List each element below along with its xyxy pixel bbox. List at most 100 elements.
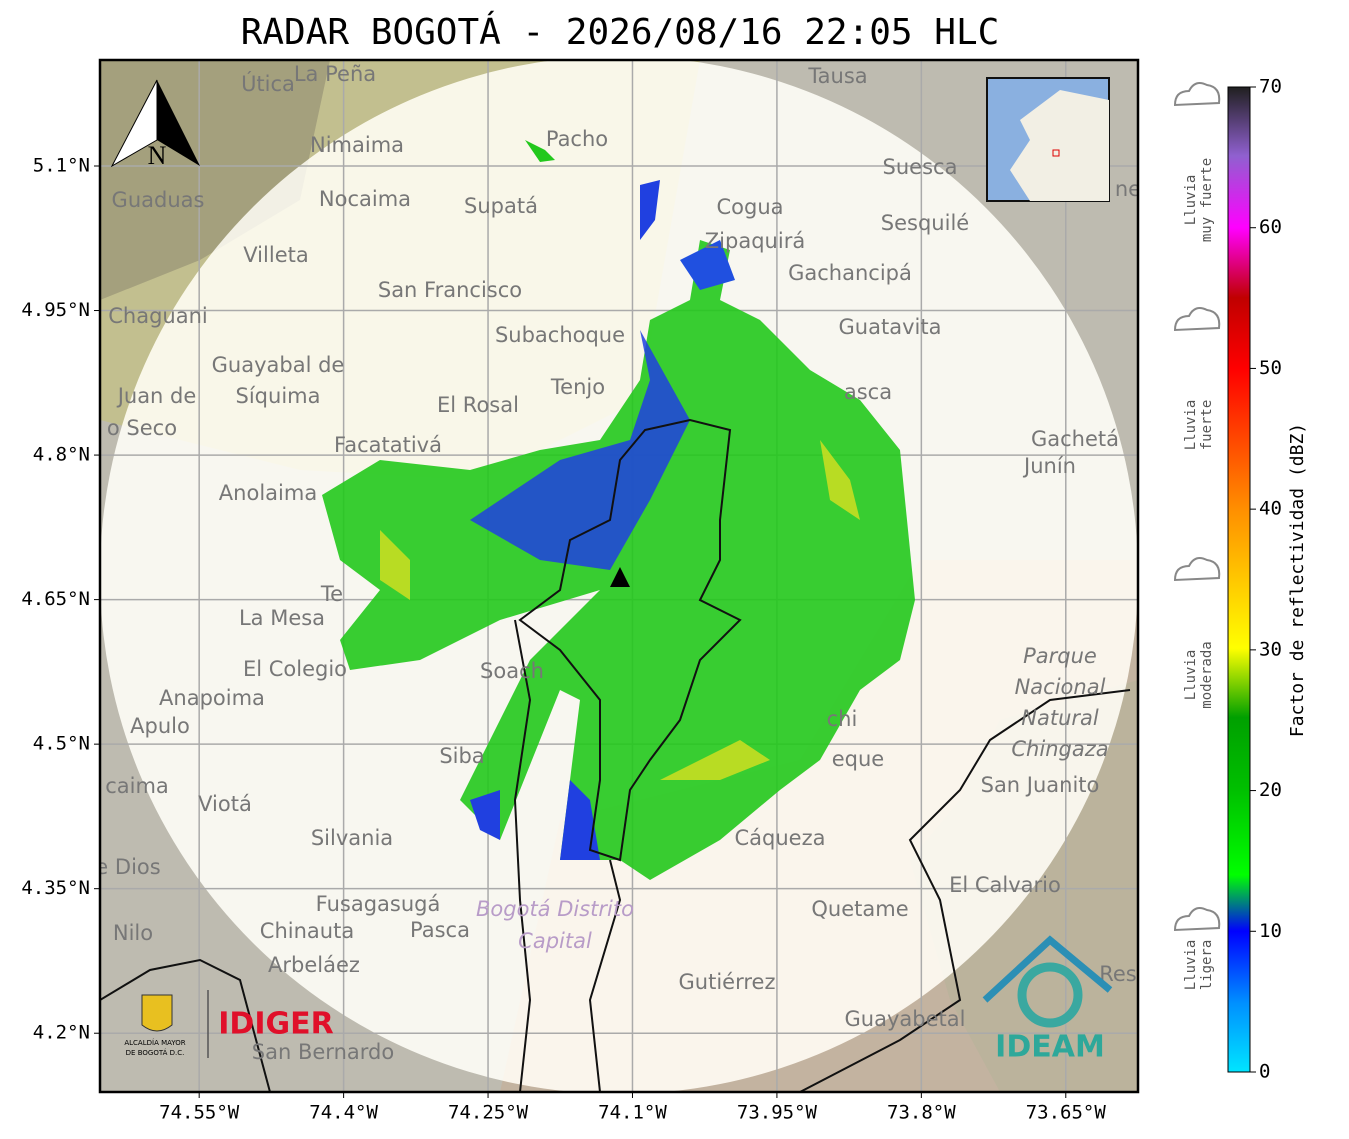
logo-ideam: IDEAM <box>995 1030 1105 1065</box>
rain-category: Lluvia <box>1183 400 1199 451</box>
place-label: Sesquilé <box>881 211 969 235</box>
y-tick-label: 4.2°N <box>33 1022 90 1044</box>
rain-category: Lluvia <box>1183 940 1199 991</box>
place-label: Guayabal de <box>212 353 345 377</box>
y-tick-label: 4.35°N <box>21 877 90 899</box>
park-label: Natural <box>1021 706 1099 730</box>
place-label: Nilo <box>113 921 153 945</box>
colorbar-tick-label: 50 <box>1259 357 1282 379</box>
place-label: Guatavita <box>839 315 942 339</box>
colorbar-tick-label: 10 <box>1259 920 1282 942</box>
place-label: Junín <box>1022 454 1076 478</box>
y-tick-label: 4.95°N <box>21 299 90 321</box>
place-label: Te <box>320 582 343 606</box>
place-label: Facatativá <box>334 433 442 457</box>
place-label: El Rosal <box>437 393 519 417</box>
colorbar-tick-label: 60 <box>1259 216 1282 238</box>
place-label: Guayabetal <box>845 1007 966 1031</box>
rain-icon <box>1173 557 1221 582</box>
place-label: caima <box>105 774 169 798</box>
place-label: San Juanito <box>981 773 1100 797</box>
title: RADAR BOGOTÁ - 2026/08/16 22:05 HLC <box>241 11 1000 53</box>
y-tick-label: 4.5°N <box>33 733 90 755</box>
place-label: Silvania <box>311 826 393 850</box>
colorbar <box>1227 86 1251 1073</box>
place-label: o Seco <box>107 416 177 440</box>
rain-icon <box>1173 82 1221 107</box>
rain-icon <box>1173 307 1221 332</box>
place-label: Supatá <box>464 194 538 218</box>
place-label: Quetame <box>811 897 908 921</box>
map-frame <box>98 58 1140 1094</box>
place-label: El Calvario <box>949 873 1061 897</box>
colorbar-label: Factor de reflectividad (dBZ) <box>1287 423 1308 737</box>
x-tick-label: 74.55°W <box>159 1102 240 1124</box>
place-label: Soach <box>480 659 544 683</box>
colorbar-tick-label: 0 <box>1259 1061 1270 1083</box>
rain-category: Lluvia <box>1183 650 1199 701</box>
place-label: Síquima <box>236 384 321 408</box>
district-label: Capital <box>518 929 592 953</box>
place-label: Útica <box>241 71 295 96</box>
place-label: Subachoque <box>495 323 625 347</box>
place-label: Gachancipá <box>788 261 912 285</box>
place-label: Anapoima <box>159 686 265 710</box>
place-label: El Colegio <box>243 657 347 681</box>
place-label: e Dios <box>95 855 160 879</box>
y-tick-label: 4.65°N <box>21 588 90 610</box>
colorbar-tick-label: 70 <box>1259 76 1282 98</box>
rain-category: fuerte <box>1199 400 1215 451</box>
place-label: Fusagasugá <box>316 892 441 916</box>
x-tick-label: 74.25°W <box>448 1102 529 1124</box>
district-label: Bogotá Distrito <box>476 897 634 921</box>
x-tick-label: 74.4°W <box>309 1102 378 1124</box>
colorbar-tick-label: 40 <box>1259 498 1282 520</box>
place-label: Arbeláez <box>268 953 360 977</box>
park-label: Chingaza <box>1011 737 1108 761</box>
logo-text: ALCALDÍA MAYOR <box>124 1038 185 1047</box>
colorbar-tick-label: 20 <box>1259 779 1282 801</box>
radar-echo <box>322 140 915 880</box>
y-tick-label: 4.8°N <box>33 444 90 466</box>
place-label: Tenjo <box>550 375 605 399</box>
y-tick-label: 5.1°N <box>33 154 90 176</box>
logo-text: DE BOGOTÁ D.C. <box>126 1048 185 1057</box>
place-label: Juan de <box>116 384 197 408</box>
rain-icon <box>1173 907 1221 932</box>
park-label: Parque <box>1023 644 1097 668</box>
place-label: Viotá <box>198 792 252 816</box>
place-label: La Mesa <box>239 606 325 630</box>
x-tick-label: 73.65°W <box>1026 1102 1107 1124</box>
place-label: Nimaima <box>310 133 404 157</box>
place-label: Suesca <box>883 155 958 179</box>
place-label: Gachetá <box>1031 427 1119 451</box>
place-label: Zipaquirá <box>705 229 805 253</box>
place-label: ne <box>1115 177 1141 201</box>
place-label: asca <box>844 380 892 404</box>
rain-category: muy fuerte <box>1199 158 1215 242</box>
place-label: Siba <box>439 744 484 768</box>
place-label: Gutiérrez <box>679 970 776 994</box>
rain-category: moderada <box>1199 641 1215 708</box>
park-label: Nacional <box>1015 675 1106 699</box>
colorbar-tick-label: 30 <box>1259 638 1282 660</box>
place-label: Guaduas <box>112 188 205 212</box>
logo-idiger: IDIGER <box>218 1007 333 1042</box>
north-label: N <box>148 141 167 170</box>
place-label: Villeta <box>243 243 308 267</box>
place-label: Cogua <box>716 195 783 219</box>
place-label: Nocaima <box>319 187 411 211</box>
x-tick-label: 73.95°W <box>737 1102 818 1124</box>
place-label: La Peña <box>294 62 376 86</box>
place-label: Pasca <box>410 918 470 942</box>
place-label: eque <box>832 747 884 771</box>
place-label: Chaguani <box>108 304 208 328</box>
rain-category: Lluvia <box>1183 175 1199 226</box>
place-label: San Francisco <box>378 278 522 302</box>
rain-category: ligera <box>1199 940 1215 991</box>
place-label: San Bernardo <box>252 1040 394 1064</box>
place-label: Tausa <box>807 64 867 88</box>
place-label: Chinauta <box>260 919 354 943</box>
x-tick-label: 73.8°W <box>887 1102 956 1124</box>
